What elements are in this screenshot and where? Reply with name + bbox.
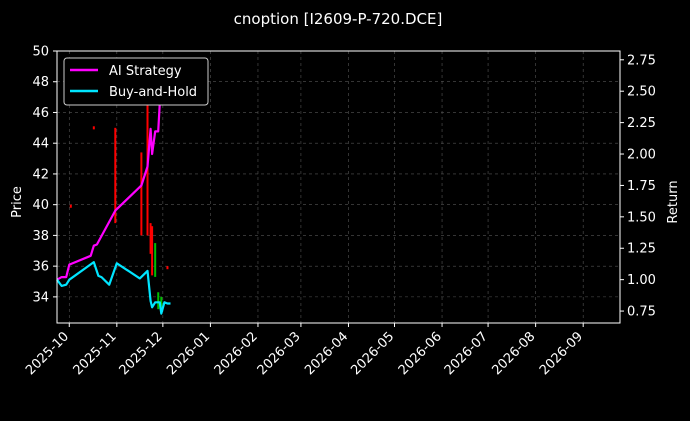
price-bar	[140, 152, 143, 236]
price-bar	[166, 266, 169, 270]
y-tick-label: 36	[32, 260, 49, 275]
series-line-buy-and-hold	[56, 261, 171, 315]
y2-tick-label: 2.75	[627, 53, 656, 68]
price-bar	[92, 126, 95, 130]
y-tick-label: 40	[32, 198, 49, 213]
legend-label-buy-and-hold: Buy-and-Hold	[109, 85, 197, 100]
plot-frame	[56, 50, 621, 324]
y2-tick-label: 0.75	[627, 305, 656, 320]
legend: AI Strategy Buy-and-Hold	[63, 57, 209, 106]
y2-tick-label: 1.00	[627, 273, 656, 288]
price-bar	[69, 204, 72, 208]
y2-tick-label: 1.25	[627, 242, 656, 257]
y-tick-label: 50	[32, 45, 49, 60]
price-bar	[151, 226, 154, 276]
y-tick-label: 42	[32, 167, 49, 182]
price-bar	[149, 223, 152, 254]
y-tick-label: 46	[32, 106, 49, 121]
price-bar	[160, 296, 163, 313]
right-axis-ticks: 0.75 1.00 1.25 1.50 1.75 2.00 2.25 2.50 2.75	[620, 53, 656, 320]
y-axis-label: Price	[10, 186, 25, 218]
price-bar	[154, 243, 157, 277]
y2-tick-label: 2.00	[627, 148, 656, 163]
series-line-ai-strategy	[56, 62, 166, 281]
left-axis-ticks: 34 36 38 40 42 44 46 48 50	[32, 45, 57, 305]
legend-label-ai-strategy: AI Strategy	[109, 64, 182, 79]
y2-tick-label: 2.50	[627, 85, 656, 100]
y-tick-label: 38	[32, 229, 49, 244]
y2-tick-label: 2.25	[627, 116, 656, 131]
y-tick-label: 34	[32, 290, 49, 305]
chart-title: cnoption [I2609-P-720.DCE]	[234, 10, 443, 28]
y2-tick-label: 1.75	[627, 179, 656, 194]
price-bar	[114, 127, 117, 224]
series-layer	[56, 62, 171, 315]
y2-axis-label: Return	[666, 180, 681, 223]
y-tick-label: 44	[32, 137, 49, 152]
legend-box	[63, 57, 209, 106]
y2-tick-label: 1.50	[627, 210, 656, 225]
y-tick-label: 48	[32, 75, 49, 90]
price-bar	[157, 292, 160, 310]
